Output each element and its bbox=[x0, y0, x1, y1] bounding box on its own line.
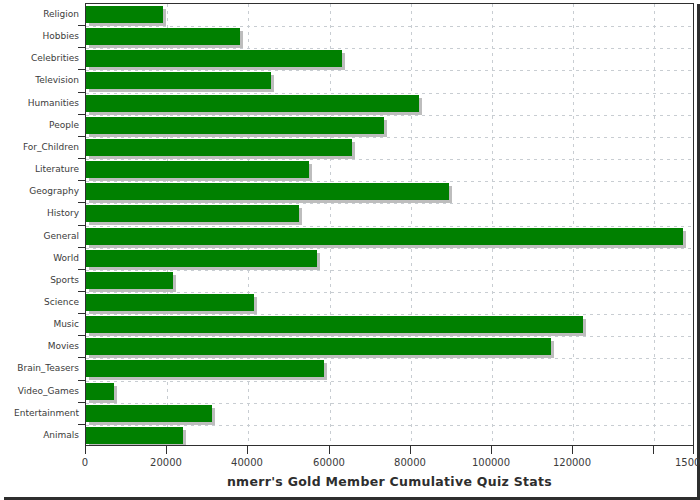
y-axis-label: Literature bbox=[0, 158, 79, 180]
x-axis-tick bbox=[572, 446, 573, 454]
y-axis-tick bbox=[78, 380, 85, 381]
horizontal-gridline bbox=[86, 292, 694, 293]
horizontal-gridline bbox=[86, 203, 694, 204]
y-axis-label: World bbox=[0, 247, 79, 269]
y-axis-label: History bbox=[0, 202, 79, 224]
x-axis-tick-label: 120000 bbox=[532, 457, 612, 468]
x-axis-tick bbox=[329, 446, 330, 454]
bar-movies bbox=[86, 338, 551, 355]
horizontal-gridline bbox=[86, 248, 694, 249]
y-axis-tick bbox=[78, 357, 85, 358]
horizontal-gridline bbox=[86, 425, 694, 426]
horizontal-gridline bbox=[86, 336, 694, 337]
plot-area bbox=[85, 3, 694, 446]
horizontal-gridline bbox=[86, 226, 694, 227]
y-axis-label: People bbox=[0, 114, 79, 136]
bar-general bbox=[86, 228, 683, 245]
bar-entertainment bbox=[86, 405, 212, 422]
horizontal-gridline bbox=[86, 70, 694, 71]
x-axis-tick-label: 60000 bbox=[289, 457, 369, 468]
y-axis-tick bbox=[78, 69, 85, 70]
y-axis-label: For_Children bbox=[0, 136, 79, 158]
y-axis-label: Entertainment bbox=[0, 402, 79, 424]
x-axis-tick bbox=[653, 446, 654, 454]
y-axis-label: General bbox=[0, 225, 79, 247]
x-axis-tick-label: 40000 bbox=[207, 457, 287, 468]
y-axis-label: Music bbox=[0, 313, 79, 335]
y-axis-tick bbox=[78, 158, 85, 159]
bar-sports bbox=[86, 272, 173, 289]
y-axis-label: Video_Games bbox=[0, 380, 79, 402]
horizontal-gridline bbox=[86, 270, 694, 271]
y-axis-tick bbox=[78, 136, 85, 137]
bar-celebrities bbox=[86, 50, 342, 67]
y-axis-tick bbox=[78, 202, 85, 203]
x-axis-tick-label: 80000 bbox=[370, 457, 450, 468]
bar-literature bbox=[86, 161, 309, 178]
y-axis-tick bbox=[78, 180, 85, 181]
bar-for_children bbox=[86, 139, 352, 156]
horizontal-gridline bbox=[86, 159, 694, 160]
bar-world bbox=[86, 250, 317, 267]
x-axis-tick bbox=[85, 446, 86, 454]
x-axis-tick-label: 0 bbox=[45, 457, 125, 468]
y-axis-label: Hobbies bbox=[0, 25, 79, 47]
y-axis-tick bbox=[78, 335, 85, 336]
horizontal-gridline bbox=[86, 115, 694, 116]
horizontal-gridline bbox=[86, 93, 694, 94]
y-axis-tick bbox=[78, 92, 85, 93]
y-axis-label: Television bbox=[0, 69, 79, 91]
chart-canvas: nmerr's Gold Member Cumulative Quiz Stat… bbox=[0, 0, 700, 500]
bar-history bbox=[86, 205, 299, 222]
y-axis-tick bbox=[78, 269, 85, 270]
bar-music bbox=[86, 316, 583, 333]
bar-people bbox=[86, 117, 384, 134]
x-axis-tick bbox=[491, 446, 492, 454]
horizontal-gridline bbox=[86, 48, 694, 49]
horizontal-gridline bbox=[86, 137, 694, 138]
y-axis-label: Science bbox=[0, 291, 79, 313]
bar-religion bbox=[86, 6, 163, 23]
bar-television bbox=[86, 72, 271, 89]
y-axis-tick bbox=[78, 424, 85, 425]
y-axis-tick bbox=[78, 114, 85, 115]
bar-geography bbox=[86, 183, 449, 200]
horizontal-gridline bbox=[86, 181, 694, 182]
y-axis-label: Animals bbox=[0, 424, 79, 446]
bar-brain_teasers bbox=[86, 360, 324, 377]
y-axis-tick bbox=[78, 402, 85, 403]
y-axis-tick bbox=[78, 225, 85, 226]
x-axis-tick bbox=[693, 446, 694, 454]
chart-title: nmerr's Gold Member Cumulative Quiz Stat… bbox=[85, 474, 694, 489]
x-axis-tick-label: 100000 bbox=[451, 457, 531, 468]
x-axis-tick-label: 20000 bbox=[126, 457, 206, 468]
y-axis-label: Movies bbox=[0, 335, 79, 357]
y-axis-label: Brain_Teasers bbox=[0, 357, 79, 379]
horizontal-gridline bbox=[86, 314, 694, 315]
x-axis-tick bbox=[247, 446, 248, 454]
y-axis-label: Sports bbox=[0, 269, 79, 291]
y-axis-tick bbox=[78, 313, 85, 314]
horizontal-gridline bbox=[86, 26, 694, 27]
bar-video_games bbox=[86, 383, 114, 400]
bar-science bbox=[86, 294, 254, 311]
bar-animals bbox=[86, 427, 183, 444]
x-axis-tick bbox=[166, 446, 167, 454]
y-axis-label: Religion bbox=[0, 3, 79, 25]
x-axis-tick-label: 150000 bbox=[654, 457, 700, 468]
y-axis-tick bbox=[78, 247, 85, 248]
bar-hobbies bbox=[86, 28, 240, 45]
y-axis-label: Geography bbox=[0, 180, 79, 202]
y-axis-tick bbox=[78, 291, 85, 292]
y-axis-tick bbox=[78, 25, 85, 26]
y-axis-label: Humanities bbox=[0, 92, 79, 114]
y-axis-tick bbox=[78, 47, 85, 48]
x-axis-tick bbox=[410, 446, 411, 454]
bar-humanities bbox=[86, 95, 419, 112]
y-axis-label: Celebrities bbox=[0, 47, 79, 69]
horizontal-gridline bbox=[86, 358, 694, 359]
horizontal-gridline bbox=[86, 381, 694, 382]
horizontal-gridline bbox=[86, 403, 694, 404]
